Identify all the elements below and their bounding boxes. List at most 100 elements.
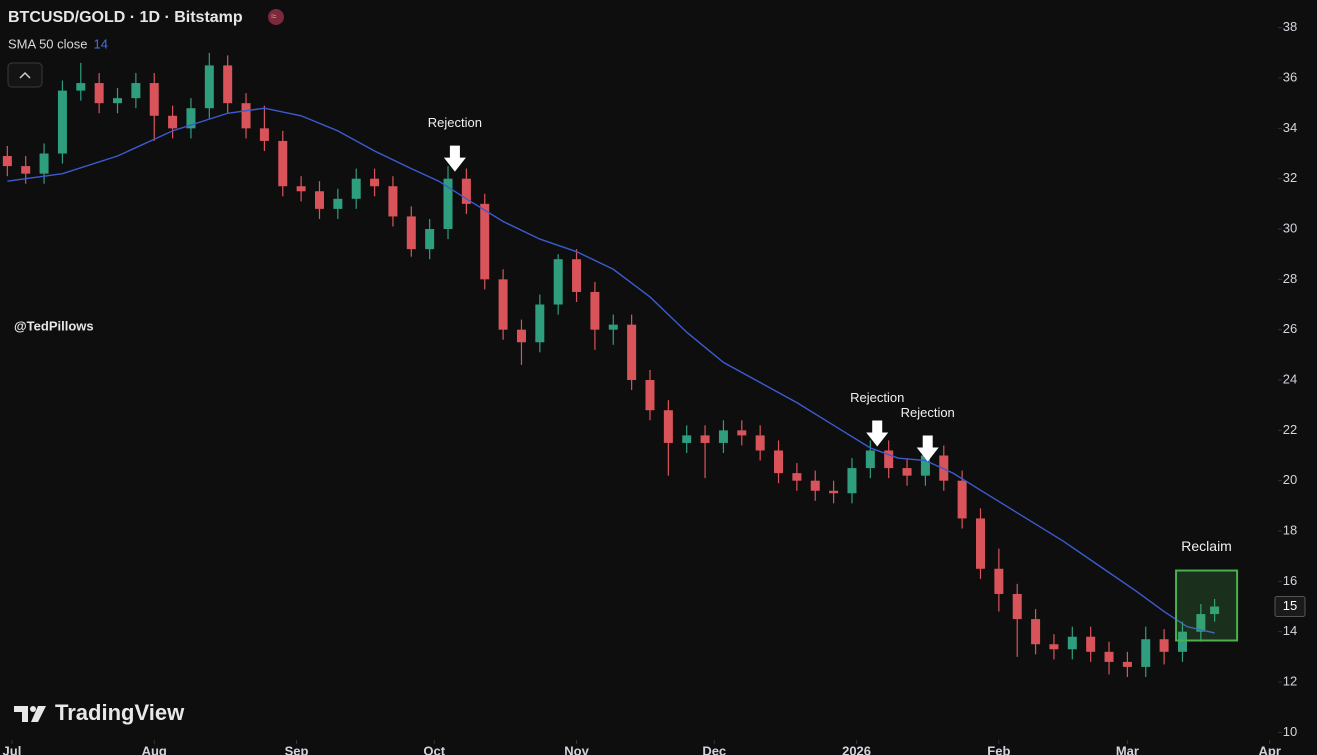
x-tick-label: 2026 bbox=[842, 743, 871, 755]
candle-body bbox=[259, 128, 269, 141]
candle-body bbox=[994, 568, 1004, 594]
x-tick-label: Nov bbox=[564, 743, 589, 755]
candle-body bbox=[792, 473, 802, 481]
candle-body bbox=[21, 166, 31, 174]
symbol-title: BTCUSD/GOLD · 1D · Bitstamp bbox=[8, 9, 243, 26]
candle-body bbox=[884, 450, 894, 469]
candle-body bbox=[645, 380, 655, 411]
logo-dot bbox=[30, 706, 36, 712]
candle-body bbox=[810, 480, 820, 491]
candle-body bbox=[590, 291, 600, 330]
candle-body bbox=[333, 198, 343, 209]
y-tick-label: 28 bbox=[1283, 271, 1297, 286]
candle-body bbox=[406, 216, 416, 250]
indicator-name: SMA 50 close bbox=[8, 36, 88, 51]
highlight-box bbox=[1175, 569, 1239, 642]
candle-body bbox=[1031, 619, 1041, 645]
candle-body bbox=[865, 450, 875, 469]
y-tick-label: 20 bbox=[1283, 472, 1297, 487]
candle-body bbox=[351, 178, 361, 199]
candle-body bbox=[920, 455, 930, 476]
x-tick-label: Dec bbox=[702, 743, 726, 755]
candle-body bbox=[663, 410, 673, 443]
brand-name: TradingView bbox=[55, 700, 185, 725]
candle-body bbox=[223, 65, 233, 104]
candle-body bbox=[975, 518, 985, 569]
candle-body bbox=[682, 435, 692, 443]
candle-body bbox=[902, 468, 912, 476]
candle-body bbox=[1177, 631, 1187, 652]
candle-body bbox=[57, 90, 67, 154]
y-tick-label: 32 bbox=[1283, 170, 1297, 185]
sma-line bbox=[7, 107, 1215, 634]
x-tick-label: Oct bbox=[423, 743, 445, 755]
candle-body bbox=[1067, 636, 1077, 650]
collapse-button[interactable] bbox=[7, 62, 43, 88]
candle-body bbox=[774, 450, 784, 474]
plot-area: 10 12 14 16 18 20 22 24 26 28 30 32 34 36 38 Jul Aug Sep O… bbox=[2, 19, 1306, 755]
y-tick-label: 38 bbox=[1283, 19, 1297, 34]
candle-body bbox=[957, 480, 967, 519]
candle-body bbox=[700, 435, 710, 443]
y-tick-label: 30 bbox=[1283, 220, 1297, 235]
x-tick-label: Apr bbox=[1258, 743, 1280, 755]
last-price-box bbox=[1274, 596, 1306, 618]
candle-body bbox=[1104, 651, 1114, 662]
candle-body bbox=[572, 259, 582, 292]
candle-body bbox=[204, 65, 214, 109]
annotation-label: Rejection bbox=[850, 390, 904, 405]
candle-body bbox=[39, 153, 49, 174]
x-tick-label: Sep bbox=[285, 743, 309, 755]
candle-body bbox=[1141, 639, 1151, 667]
candle-body bbox=[829, 490, 839, 494]
candle-body bbox=[498, 279, 508, 330]
candle-body bbox=[627, 324, 637, 381]
status-icon-glyph: ≈ bbox=[271, 12, 277, 23]
x-tick-label: Jul bbox=[3, 743, 22, 755]
arrow bbox=[916, 435, 939, 462]
indicator-value: 14 bbox=[94, 36, 108, 51]
candle-body bbox=[755, 435, 765, 451]
candle-body bbox=[718, 430, 728, 443]
candle-body bbox=[76, 83, 86, 91]
candle-body bbox=[113, 98, 123, 104]
candle-body bbox=[94, 83, 104, 104]
collapse-chevron bbox=[19, 71, 31, 79]
y-tick-label: 14 bbox=[1283, 623, 1297, 638]
candle-body bbox=[425, 229, 435, 250]
candle-body bbox=[168, 115, 178, 129]
candle-body bbox=[2, 156, 12, 167]
candle-body bbox=[241, 103, 251, 129]
y-tick-label: 22 bbox=[1283, 422, 1297, 437]
candle-body bbox=[553, 259, 563, 305]
y-tick-label: 24 bbox=[1283, 371, 1297, 386]
candle-body bbox=[608, 324, 618, 330]
candle-body bbox=[1012, 593, 1022, 620]
annotation-label: Rejection bbox=[428, 115, 482, 130]
y-tick-label: 18 bbox=[1283, 522, 1297, 537]
annotation-label: Rejection bbox=[901, 405, 955, 420]
candle-body bbox=[847, 468, 857, 494]
y-tick-label: 10 bbox=[1283, 724, 1297, 739]
candle-body bbox=[1159, 639, 1169, 652]
status-icon bbox=[268, 9, 284, 25]
candle-body bbox=[443, 178, 453, 230]
brand-logo bbox=[14, 706, 46, 722]
candle-body bbox=[149, 83, 159, 116]
arrow bbox=[866, 420, 889, 447]
candle-body bbox=[1196, 614, 1206, 632]
candle-body bbox=[535, 304, 545, 343]
candle-body bbox=[480, 203, 490, 280]
candle-body bbox=[1086, 636, 1096, 652]
candle-body bbox=[278, 140, 288, 187]
y-tick-label: 26 bbox=[1283, 321, 1297, 336]
candle-body bbox=[1210, 606, 1220, 615]
candle-body bbox=[131, 83, 141, 99]
candle-body bbox=[314, 191, 324, 209]
candle-body bbox=[516, 329, 526, 343]
candle-body bbox=[737, 430, 747, 436]
last-price-label: 15 bbox=[1283, 598, 1297, 613]
